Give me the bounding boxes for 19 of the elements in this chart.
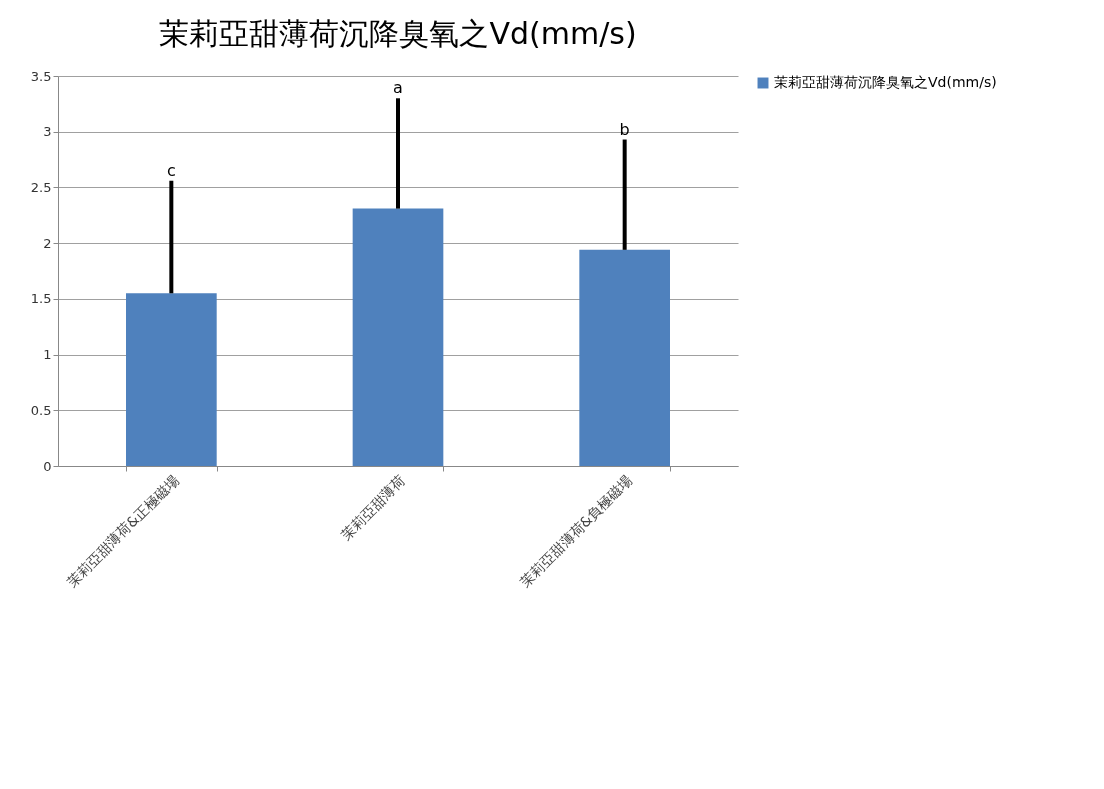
y-tick-label: 3	[43, 124, 52, 140]
x-tick-label: 茉莉亞甜薄荷&正極磁場	[63, 472, 182, 591]
chart-title: 茉莉亞甜薄荷沉降臭氧之Vd(mm/s)	[159, 16, 637, 51]
annotation: c	[166, 160, 176, 180]
legend-label: 茉莉亞甜薄荷沉降臭氧之Vd(mm/s)	[774, 74, 997, 90]
bar	[352, 208, 444, 466]
bar	[126, 293, 217, 466]
x-tick-label: 茉莉亞甜薄荷&負極磁場	[517, 472, 636, 591]
y-tick-label: 0	[43, 458, 52, 474]
y-tick-label: 1.5	[30, 291, 52, 307]
y-tick-label: 2.5	[30, 179, 52, 195]
annotation: b	[619, 119, 630, 139]
annotation: a	[393, 78, 403, 98]
y-tick-label: 1	[43, 347, 52, 363]
x-tick-label: 茉莉亞甜薄荷	[337, 472, 409, 543]
y-tick-label: 0.5	[30, 402, 52, 418]
y-tick-label: 3.5	[30, 68, 52, 84]
bar	[579, 249, 670, 466]
y-tick-label: 2	[43, 235, 52, 251]
